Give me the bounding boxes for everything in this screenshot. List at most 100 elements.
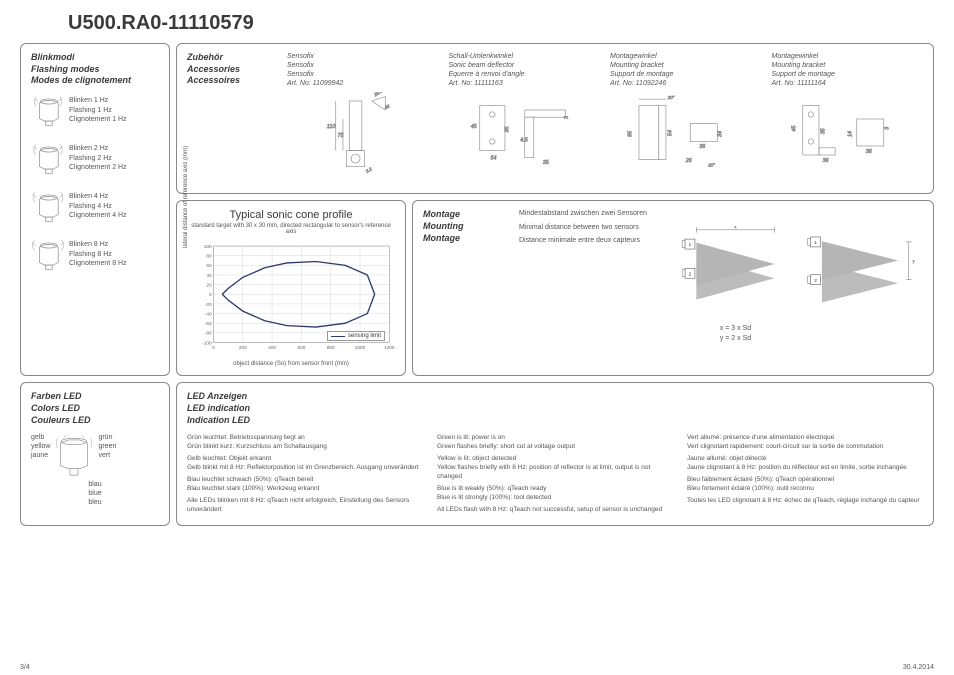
svg-text:-100: -100 (202, 341, 212, 347)
flashing-panel: Blinkmodi Flashing modes Modes de cligno… (20, 43, 170, 376)
svg-text:3: 3 (884, 127, 890, 130)
svg-text:35: 35 (504, 127, 510, 133)
color-blue: blau blue bleu (31, 480, 159, 507)
svg-text:40: 40 (206, 273, 212, 279)
chart-panel: Typical sonic cone profile standard targ… (176, 200, 406, 376)
svg-text:-80: -80 (205, 331, 212, 337)
led-column: Vert allumé: présence d'une alimentation… (687, 433, 923, 518)
accessory-1: Sensofix Sensofix Sensofix Art. No: 1109… (287, 52, 439, 185)
sensor-flash-icon (31, 141, 65, 175)
accessory-3: Montagewinkel Mounting bracket Support d… (610, 52, 762, 185)
flash-labels: Blinken 8 HzFlashing 8 HzClignotement 8 … (69, 240, 127, 267)
chart-title: Typical sonic cone profile (187, 209, 395, 221)
led-column: Green is lit: power is onGreen flashes b… (437, 433, 673, 518)
flash-labels: Blinken 2 HzFlashing 2 HzClignotement 2 … (69, 144, 127, 171)
svg-text:110: 110 (327, 124, 336, 130)
svg-text:45: 45 (470, 124, 476, 130)
svg-text:34: 34 (718, 131, 724, 137)
svg-text:3: 3 (563, 116, 569, 119)
color-yellow: gelb yellow jaune (31, 433, 50, 460)
colors-led-panel: Farben LED Colors LED Couleurs LED gelb … (20, 382, 170, 526)
mounting-panel: Montage Mounting Montage Mindestabstand … (412, 200, 934, 376)
page-date: 30.4.2014 (903, 664, 934, 671)
sensor-flash-icon (31, 237, 65, 271)
svg-text:200: 200 (239, 346, 247, 352)
svg-text:54: 54 (667, 130, 673, 136)
svg-text:95: 95 (628, 131, 634, 137)
svg-text:400: 400 (268, 346, 276, 352)
mounting-heading: Montage Mounting Montage (423, 209, 513, 244)
svg-text:1000: 1000 (355, 346, 366, 352)
accessory-4: Montagewinkel Mounting bracket Support d… (772, 52, 924, 185)
svg-text:0: 0 (209, 293, 212, 299)
colors-led-heading: Farben LED Colors LED Couleurs LED (31, 391, 159, 426)
chart-ylabel: lateral distance of reference axis (mm) (183, 146, 189, 248)
page-number: 3/4 (20, 664, 30, 671)
led-column: Grün leuchtet: Betriebsspannung liegt an… (187, 433, 423, 518)
svg-text:-20: -20 (205, 302, 212, 308)
svg-text:35: 35 (820, 129, 826, 135)
svg-text:0: 0 (212, 346, 215, 352)
flash-labels: Blinken 4 HzFlashing 4 HzClignotement 4 … (69, 192, 127, 219)
sensor-flash-icon (31, 189, 65, 223)
accessories-panel: Zubehör Accessories Accessoires Sensofix… (176, 43, 934, 194)
chart-xlabel: object distance (So) from sensor front (… (187, 361, 395, 367)
svg-text:y: y (912, 259, 915, 265)
svg-text:36: 36 (865, 150, 871, 156)
svg-text:60: 60 (206, 264, 212, 270)
svg-text:45: 45 (791, 126, 797, 132)
flash-item: Blinken 8 HzFlashing 8 HzClignotement 8 … (31, 237, 159, 271)
sensofix-diagram: 110 75 26.4 43 3.2 (287, 92, 439, 182)
svg-text:-60: -60 (205, 322, 212, 328)
flash-labels: Blinken 1 HzFlashing 1 HzClignotement 1 … (69, 96, 127, 123)
svg-text:2: 2 (689, 272, 692, 278)
bracket2-diagram: 45 35 36 36 14 3 (772, 92, 924, 182)
svg-text:14: 14 (847, 131, 853, 137)
svg-text:75: 75 (338, 133, 344, 139)
content-grid: Blinkmodi Flashing modes Modes de cligno… (20, 43, 934, 526)
mounting-diagram-y: 1 2 y (802, 209, 923, 319)
svg-text:100: 100 (204, 244, 212, 250)
svg-text:2: 2 (814, 278, 817, 284)
svg-text:1200: 1200 (384, 346, 395, 352)
flashing-heading: Blinkmodi Flashing modes Modes de cligno… (31, 52, 159, 87)
mounting-text: Mindestabstand zwischen zwei Sensoren Mi… (519, 209, 669, 244)
middle-row: Typical sonic cone profile standard targ… (176, 200, 934, 376)
sonic-cone-chart: 100806040200-20-40-60-80-100020040060080… (187, 239, 395, 359)
flash-item: Blinken 2 HzFlashing 2 HzClignotement 2 … (31, 141, 159, 175)
svg-text:26.4: 26.4 (372, 92, 383, 98)
svg-text:800: 800 (327, 346, 335, 352)
flash-item: Blinken 1 HzFlashing 1 HzClignotement 1 … (31, 93, 159, 127)
svg-text:36: 36 (822, 159, 828, 165)
mounting-diagram-x: 1 2 x (675, 209, 796, 319)
svg-text:3.2: 3.2 (365, 167, 373, 175)
led-indication-heading: LED Anzeigen LED indication Indication L… (187, 391, 923, 426)
chart-legend: sensing limit (327, 331, 385, 341)
svg-text:1: 1 (814, 241, 817, 247)
svg-text:x: x (734, 225, 737, 231)
deflector-diagram: 45 35 54 4.5 35 3 (449, 92, 601, 182)
color-green: grün green vert (98, 433, 116, 460)
svg-text:600: 600 (297, 346, 305, 352)
svg-text:80: 80 (206, 254, 212, 260)
led-indication-panel: LED Anzeigen LED indication Indication L… (176, 382, 934, 526)
svg-text:1: 1 (689, 243, 692, 249)
mounting-formula: x = 3 x Sd y = 2 x Sd (675, 324, 796, 344)
flash-item: Blinken 4 HzFlashing 4 HzClignotement 4 … (31, 189, 159, 223)
svg-text:43: 43 (384, 104, 391, 111)
svg-text:26: 26 (685, 159, 692, 165)
page-title: U500.RA0-11110579 (68, 12, 934, 35)
svg-text:20: 20 (206, 283, 212, 289)
svg-text:35: 35 (542, 160, 548, 166)
chart-subtitle: standard target with 30 x 30 mm, directe… (187, 223, 395, 235)
svg-text:36: 36 (699, 144, 705, 150)
svg-text:54: 54 (490, 156, 496, 162)
sensor-led-icon (54, 433, 94, 478)
accessories-heading: Zubehör Accessories Accessoires (187, 52, 277, 179)
svg-text:20°: 20° (667, 96, 675, 101)
svg-text:4.5: 4.5 (520, 138, 527, 144)
sensor-flash-icon (31, 93, 65, 127)
bracket1-diagram: 20° 95 54 36 26 34 20° (610, 92, 762, 182)
svg-text:-40: -40 (205, 312, 212, 318)
svg-text:20°: 20° (707, 163, 715, 168)
